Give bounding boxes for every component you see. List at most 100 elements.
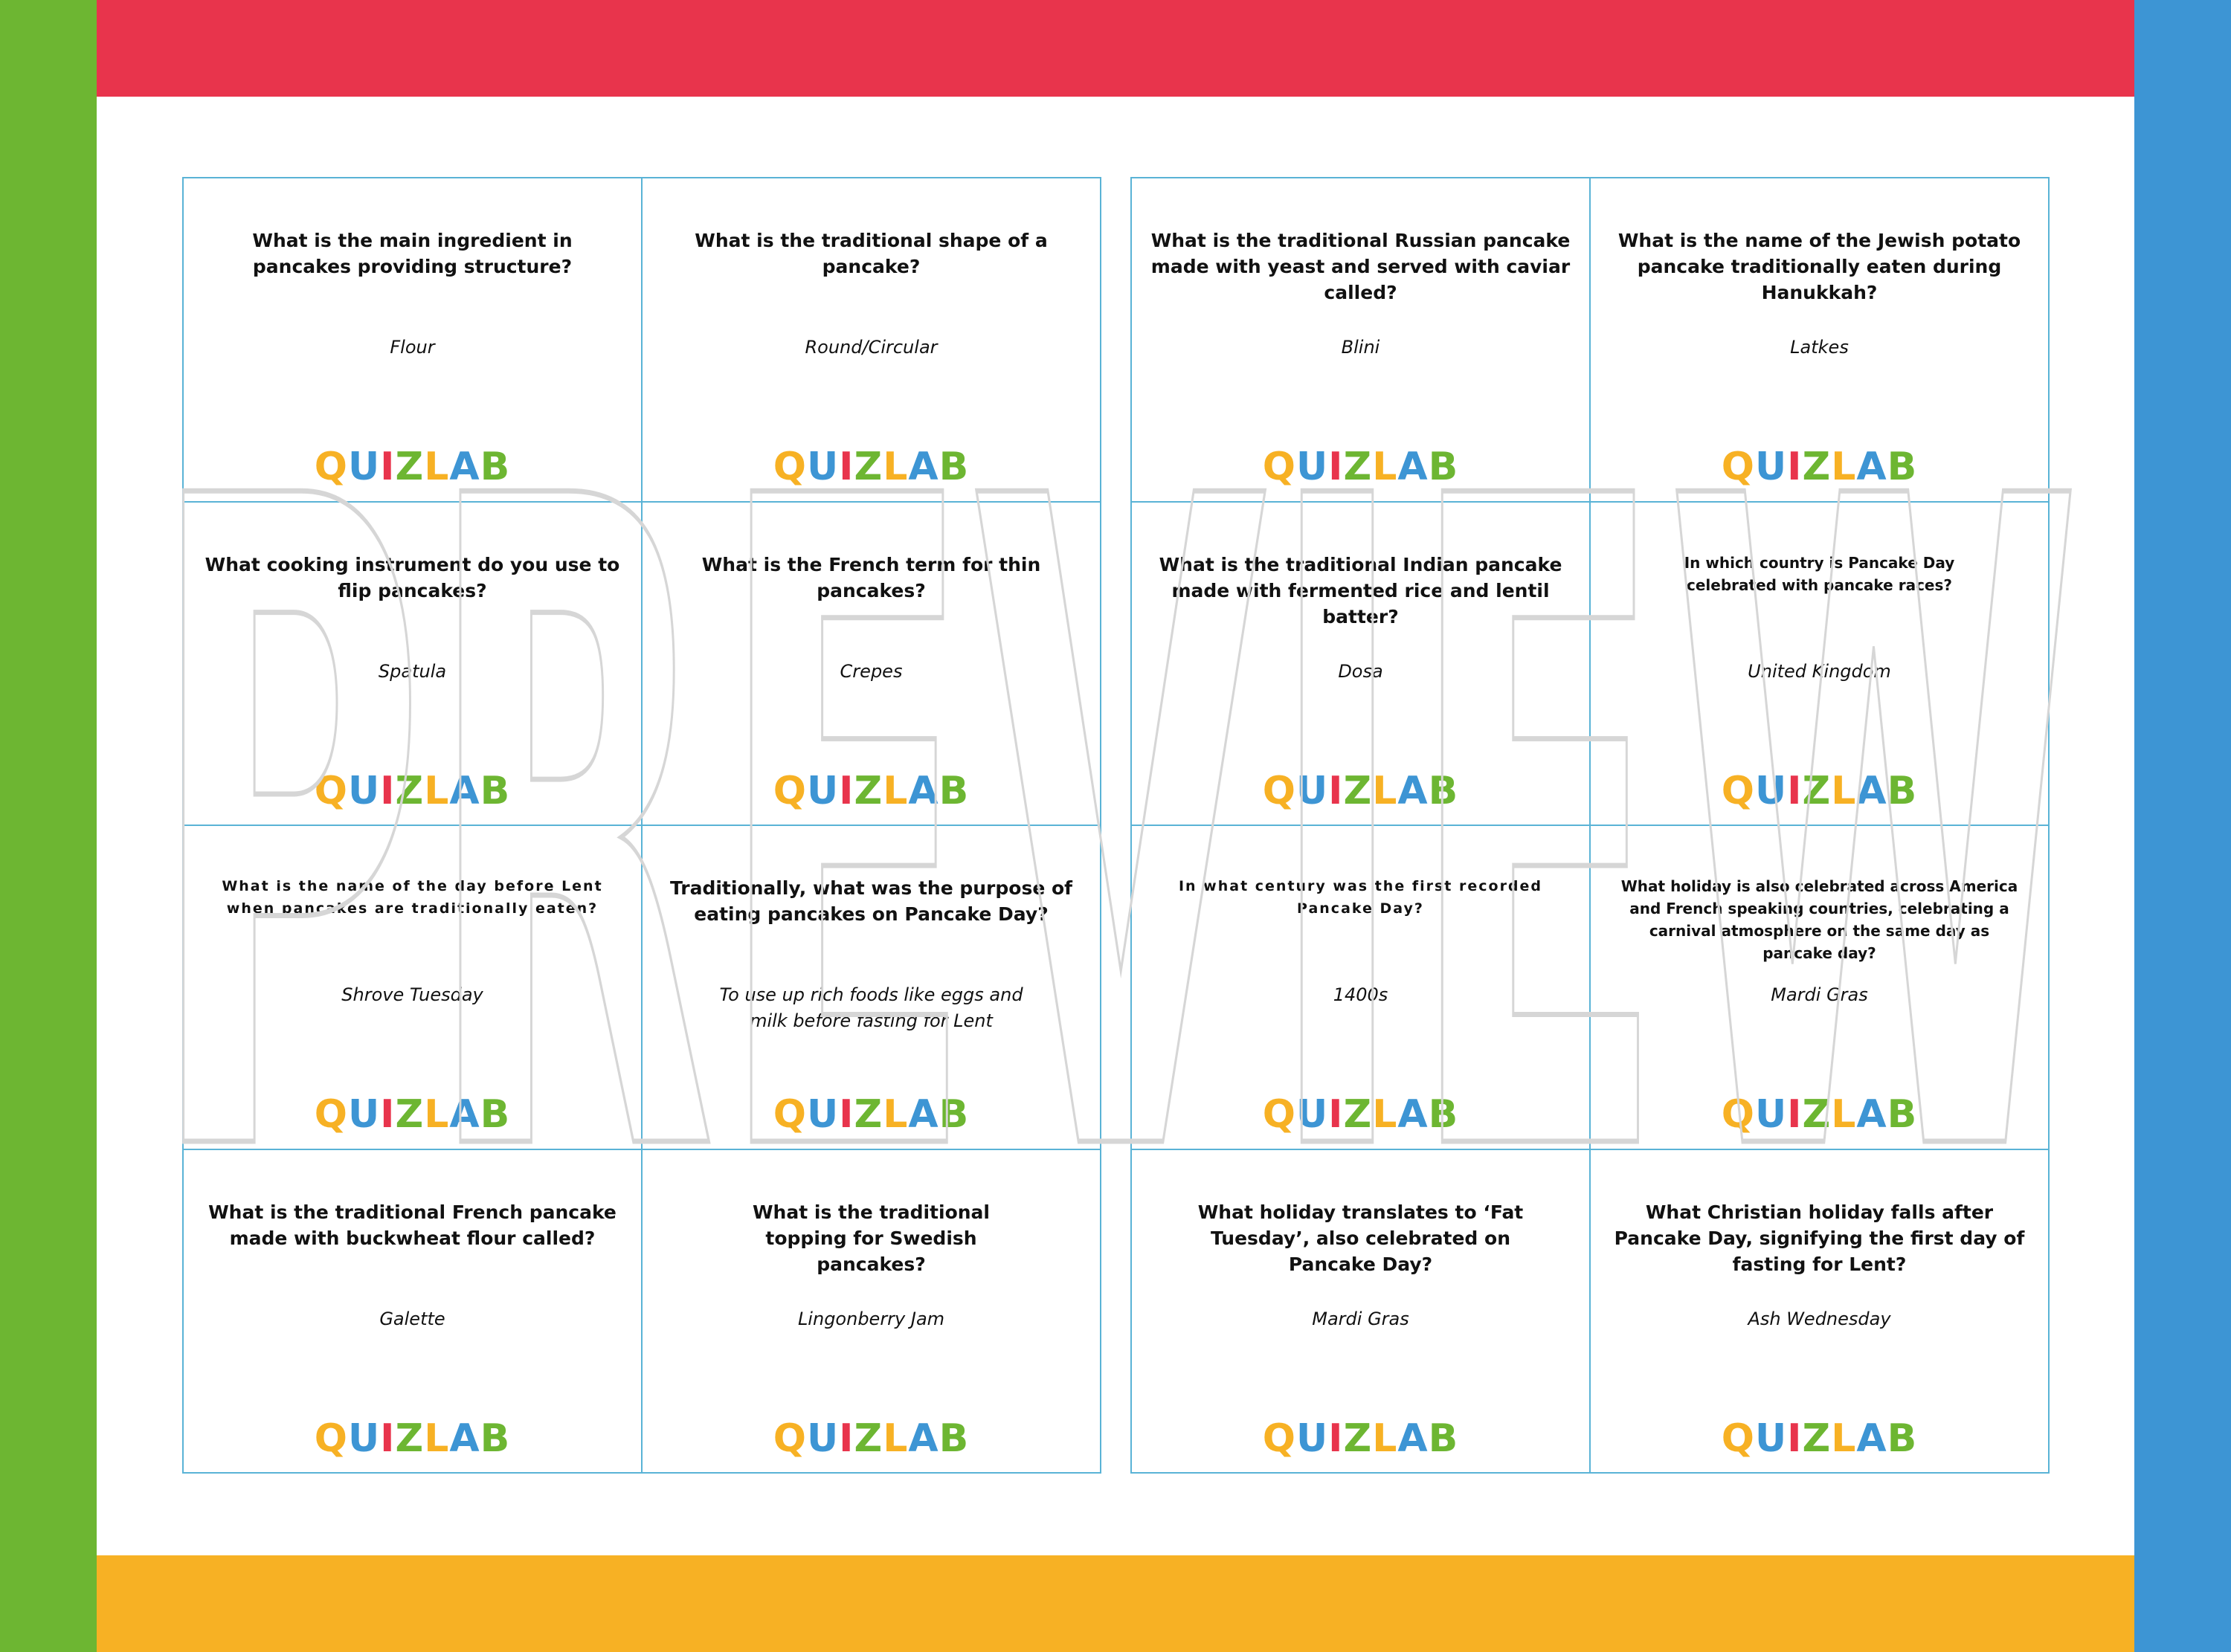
card-question: What holiday translates to ‘Fat Tuesday’… [1197,1201,1524,1275]
logo-letter: I [1328,1416,1344,1461]
card-question: What holiday is also celebrated across A… [1620,877,2018,962]
logo-letter: U [1754,768,1788,813]
logo-letter: A [908,1416,939,1461]
logo-letter: A [1397,1092,1429,1137]
card-question: In what century was the first recorded P… [1178,878,1543,917]
logo-letter: B [939,768,970,813]
logo-letter: U [806,1416,840,1461]
logo-letter: Q [314,768,348,813]
card-answer: Galette [379,1308,445,1329]
logo-letter: A [1397,445,1429,489]
logo-letter: B [480,1416,511,1461]
logo-letter: U [1295,445,1329,489]
logo-letter: B [939,445,970,489]
logo-letter: U [1295,1092,1329,1137]
card-answer: Lingonberry Jam [797,1308,945,1329]
logo-letter: L [1831,768,1857,813]
logo-letter: Q [1721,768,1755,813]
quiz-card: What is the traditional topping for Swed… [643,1149,1101,1474]
logo-letter: Q [1262,445,1296,489]
logo-letter: Z [854,1416,883,1461]
quizlab-logo: QUIZLAB [643,1416,1100,1461]
logo-letter: L [1831,1092,1857,1137]
logo-letter: Q [1262,768,1296,813]
quiz-card: What is the traditional Russian pancake … [1132,178,1591,503]
card-answer: Dosa [1338,660,1383,682]
logo-letter: B [1887,1416,1918,1461]
logo-letter: L [1831,445,1857,489]
card-answer: Latkes [1790,337,1849,358]
logo-letter: A [1856,1092,1887,1137]
logo-letter: Z [1802,445,1832,489]
logo-letter: L [1372,1092,1398,1137]
logo-letter: Z [854,768,883,813]
logo-letter: Z [395,768,425,813]
quiz-card: What holiday translates to ‘Fat Tuesday’… [1132,1149,1591,1474]
quiz-card: What holiday is also celebrated across A… [1591,826,2050,1150]
quizlab-logo: QUIZLAB [1591,1092,2048,1137]
logo-letter: L [1372,1416,1398,1461]
logo-letter: B [939,1092,970,1137]
logo-letter: U [347,1416,381,1461]
quiz-card: What is the traditional Indian pancake m… [1132,502,1591,826]
card-sheet-left: What is the main ingredient in pancakes … [182,177,1101,1474]
logo-letter: I [380,1416,396,1461]
logo-letter: I [839,768,854,813]
logo-letter: Z [395,1092,425,1137]
logo-letter: I [1787,1092,1803,1137]
card-answer: Flour [390,337,435,358]
top-color-bar [97,0,2134,97]
logo-letter: Q [1721,1416,1755,1461]
logo-letter: A [1397,1416,1429,1461]
logo-letter: Q [773,445,807,489]
logo-letter: Z [395,445,425,489]
card-sheet-right: What is the traditional Russian pancake … [1130,177,2050,1474]
quizlab-logo: QUIZLAB [643,445,1100,489]
logo-letter: Z [1802,768,1832,813]
right-color-bar [2134,0,2231,1652]
quizlab-logo: QUIZLAB [1132,1416,1589,1461]
quizlab-logo: QUIZLAB [643,769,1100,813]
card-question: What is the traditional Russian pancake … [1150,230,1571,303]
logo-letter: U [1754,1092,1788,1137]
logo-letter: U [1754,1416,1788,1461]
logo-letter: A [1856,1416,1887,1461]
logo-letter: Q [314,445,348,489]
logo-letter: A [908,768,939,813]
logo-letter: A [1856,768,1887,813]
quizlab-logo: QUIZLAB [1591,445,2048,489]
logo-letter: U [1295,1416,1329,1461]
logo-letter: U [806,445,840,489]
logo-letter: B [480,445,511,489]
quiz-card: What is the traditional French pancake m… [184,1149,643,1474]
logo-letter: B [939,1416,970,1461]
logo-letter: I [1787,1416,1803,1461]
card-question: What is the traditional French pancake m… [208,1201,616,1249]
logo-letter: I [380,445,396,489]
quiz-card: What is the traditional shape of a panca… [643,178,1101,503]
card-answer: Crepes [840,660,903,682]
card-question: What is the traditional shape of a panca… [695,230,1048,277]
logo-letter: L [883,1416,909,1461]
logo-letter: I [380,1092,396,1137]
card-question: What is the name of the day before Lent … [222,878,603,917]
logo-letter: I [839,1092,854,1137]
logo-letter: Z [854,1092,883,1137]
logo-letter: A [908,1092,939,1137]
logo-letter: L [883,445,909,489]
logo-letter: U [347,1092,381,1137]
card-answer: To use up rich foods like eggs and milk … [719,984,1023,1031]
logo-letter: I [380,768,396,813]
logo-letter: L [424,445,450,489]
card-answer: Round/Circular [805,337,938,358]
logo-letter: I [839,1416,854,1461]
card-answer: Mardi Gras [1771,984,1868,1005]
logo-letter: U [806,1092,840,1137]
card-question: What is the name of the Jewish potato pa… [1617,230,2021,303]
logo-letter: I [839,445,854,489]
logo-letter: L [1372,445,1398,489]
quiz-card: What is the French term for thin pancake… [643,502,1101,826]
quiz-card: What cooking instrument do you use to fl… [184,502,643,826]
card-answer: Ash Wednesday [1748,1308,1891,1329]
logo-letter: B [1428,1416,1459,1461]
